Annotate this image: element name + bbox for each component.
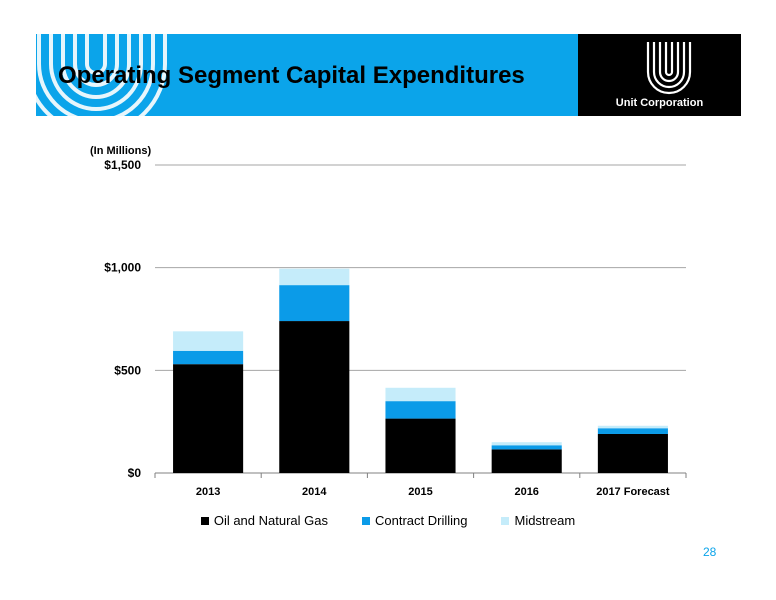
bar-segment [173,331,244,351]
bar-segment [597,425,668,429]
legend-swatch-midstream [501,516,510,525]
x-tick-label: 2013 [196,486,220,498]
chart-legend: Oil and Natural Gas Contract Drilling Mi… [0,513,776,528]
bar-segment [491,449,562,473]
bar-segment [385,418,456,473]
bar-segment [279,285,350,322]
bar-segment [279,321,350,473]
x-tick-label: 2016 [514,486,538,498]
bar-segment [491,442,562,446]
legend-label-midstream: Midstream [514,513,576,528]
y-tick-label: $500 [114,363,141,377]
legend-swatch-oil-gas [200,516,209,525]
legend-item-midstream: Midstream [501,513,575,528]
unit-label: (In Millions) [90,145,152,157]
x-tick-label: 2014 [302,486,327,498]
legend-swatch-contract-drilling [362,516,370,525]
legend-item-contract-drilling: Contract Drilling [362,513,467,528]
bar-segment [279,268,350,286]
company-logo: Unit Corporation [578,34,741,116]
x-tick-label: 2017 Forecast [596,486,670,498]
x-tick-label: 2015 [408,486,432,498]
bar-segment [597,433,668,473]
bar-segment [385,401,456,419]
y-tick-label: $1,500 [104,158,141,172]
page-title: Operating Segment Capital Expenditures [58,62,525,89]
bar-segment [173,350,244,365]
y-tick-label: $1,000 [104,261,141,275]
title-banner: Operating Segment Capital Expenditures U… [36,34,741,116]
bar-segment [385,387,456,402]
bar-segment [597,428,668,434]
legend-label-oil-gas: Oil and Natural Gas [213,513,328,528]
y-tick-label: $0 [128,466,142,480]
page-number: 28 [703,545,717,559]
legend-label-contract-drilling: Contract Drilling [375,513,468,528]
decorative-arcs [36,34,167,116]
bar-segment [491,445,562,450]
company-name: Unit Corporation [615,97,704,109]
bar-segment [173,364,244,473]
unit-logo-icon [646,42,692,95]
legend-item-oil-gas: Oil and Natural Gas [200,513,328,528]
